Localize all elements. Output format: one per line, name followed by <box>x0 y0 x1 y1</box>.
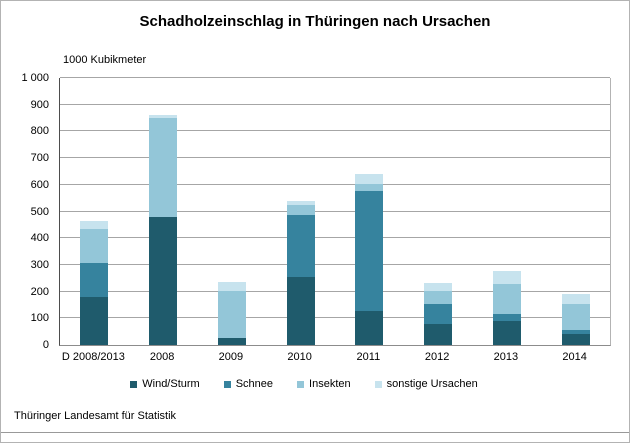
bar-segment-sonstige-ursachen <box>561 294 590 304</box>
y-axis-tick-labels: 0 100 200 300 400 500 600 700 800 900 1 000 <box>1 72 53 351</box>
bar-segment-sonstige-ursachen <box>424 283 453 292</box>
bar-segment-sonstige-ursachen <box>149 114 178 119</box>
bar-segment-schnee <box>561 330 590 335</box>
bar-segment-schnee <box>492 314 521 321</box>
bar-segment-schnee <box>286 214 315 277</box>
bar-segment-wind-sturm <box>492 320 521 345</box>
gridline-800 <box>60 130 610 132</box>
legend-label: Wind/Sturm <box>142 378 200 390</box>
legend-item-wind-sturm: Wind/Sturm <box>130 378 200 390</box>
y-tick-label-200: 200 <box>30 285 49 298</box>
bar-segment-wind-sturm <box>561 334 590 345</box>
x-tick-label-2011: 2011 <box>356 351 381 363</box>
bar-slot-2008 <box>129 78 198 345</box>
bar-segment-insekten <box>492 284 521 315</box>
bar-segment-insekten <box>355 184 384 191</box>
x-tick-label-D 2008/2013: D 2008/2013 <box>61 351 125 363</box>
bar-segment-sonstige-ursachen <box>80 220 109 229</box>
bar-2009 <box>217 281 246 345</box>
legend-item-sonstige-ursachen: sonstige Ursachen <box>374 378 478 390</box>
bar-segment-wind-sturm <box>149 217 178 345</box>
y-tick-label-600: 600 <box>30 178 49 191</box>
bar-segment-sonstige-ursachen <box>492 270 521 285</box>
x-tick-label-2014: 2014 <box>562 351 587 363</box>
bar-slot-D 2008/2013 <box>60 78 129 345</box>
legend-label: sonstige Ursachen <box>386 378 478 390</box>
chart-title: Schadholzeinschlag in Thüringen nach Urs… <box>139 13 491 30</box>
bar-slot-2014 <box>541 78 610 345</box>
bar-segment-wind-sturm <box>80 296 109 345</box>
legend-swatch-icon <box>297 380 305 388</box>
bar-slot-2013 <box>473 78 542 345</box>
bar-slot-2011 <box>335 78 404 345</box>
gridline-300 <box>60 263 610 265</box>
bar-2008 <box>149 114 178 345</box>
bar-2011 <box>355 174 384 345</box>
x-tick-label-2012: 2012 <box>424 351 450 363</box>
y-tick-label-0: 0 <box>42 339 49 351</box>
source-label: Thüringer Landesamt für Statistik <box>14 410 177 422</box>
bar-segment-insekten <box>149 118 178 218</box>
gridline-100 <box>60 317 610 319</box>
legend-swatch-icon <box>374 380 382 388</box>
bar-segment-insekten <box>286 204 315 215</box>
x-tick-label-2008: 2008 <box>149 351 175 363</box>
y-tick-label-800: 800 <box>30 125 49 138</box>
bar-segment-wind-sturm <box>286 276 315 345</box>
gridline-600 <box>60 183 610 185</box>
bar-segment-insekten <box>80 228 109 264</box>
bar-2013 <box>492 270 521 345</box>
bar-segment-sonstige-ursachen <box>286 200 315 205</box>
x-axis-labels: D 2008/2013 2008 2009 2010 2011 2012 2013 2014 <box>59 351 609 363</box>
bar-2010 <box>286 200 315 345</box>
x-tick-label-2013: 2013 <box>493 351 519 363</box>
bar-segment-insekten <box>217 291 246 339</box>
y-tick-label-900: 900 <box>30 98 49 111</box>
legend-item-insekten: Insekten <box>297 378 351 390</box>
plot-area <box>59 77 611 346</box>
bar-segment-wind-sturm <box>424 323 453 345</box>
y-axis-unit-label: 1000 Kubikmeter <box>63 54 147 66</box>
bar-segment-schnee <box>80 263 109 297</box>
gridline-1000 <box>60 77 610 78</box>
bar-segment-insekten <box>561 303 590 331</box>
gridline-500 <box>60 210 610 212</box>
legend-label: Insekten <box>309 378 351 390</box>
bar-D 2008/2013 <box>80 220 109 345</box>
gridline-900 <box>60 103 610 105</box>
bar-segment-schnee <box>424 303 453 324</box>
x-tick-label-2010: 2010 <box>287 351 312 363</box>
legend-label: Schnee <box>235 378 274 390</box>
y-tick-label-400: 400 <box>30 232 49 245</box>
bar-segment-sonstige-ursachen <box>217 281 246 292</box>
gridline-200 <box>60 290 610 292</box>
y-tick-label-1000: 1 000 <box>21 72 49 84</box>
bar-slot-2012 <box>404 78 473 345</box>
bar-segment-insekten <box>424 291 453 304</box>
bar-2014 <box>561 294 590 345</box>
bar-slot-2010 <box>266 78 335 345</box>
bars-container <box>60 78 610 345</box>
gridline-700 <box>60 157 610 159</box>
bar-segment-wind-sturm <box>355 311 384 345</box>
y-tick-label-500: 500 <box>30 205 49 218</box>
bar-segment-schnee <box>355 190 384 312</box>
bar-slot-2009 <box>198 78 267 345</box>
y-tick-label-300: 300 <box>30 258 49 271</box>
legend-swatch-icon <box>223 380 231 388</box>
legend-item-schnee: Schnee <box>223 378 274 390</box>
legend: Wind/Sturm Schnee Insekten sonstige Ursache… <box>1 378 607 390</box>
legend-swatch-icon <box>130 380 138 388</box>
bar-segment-wind-sturm <box>217 338 246 345</box>
gridline-400 <box>60 237 610 239</box>
bottom-divider <box>1 432 629 433</box>
y-tick-label-700: 700 <box>30 152 49 165</box>
bar-segment-sonstige-ursachen <box>355 174 384 185</box>
y-tick-label-100: 100 <box>30 312 49 325</box>
x-tick-label-2009: 2009 <box>218 351 244 363</box>
bar-2012 <box>424 283 453 345</box>
